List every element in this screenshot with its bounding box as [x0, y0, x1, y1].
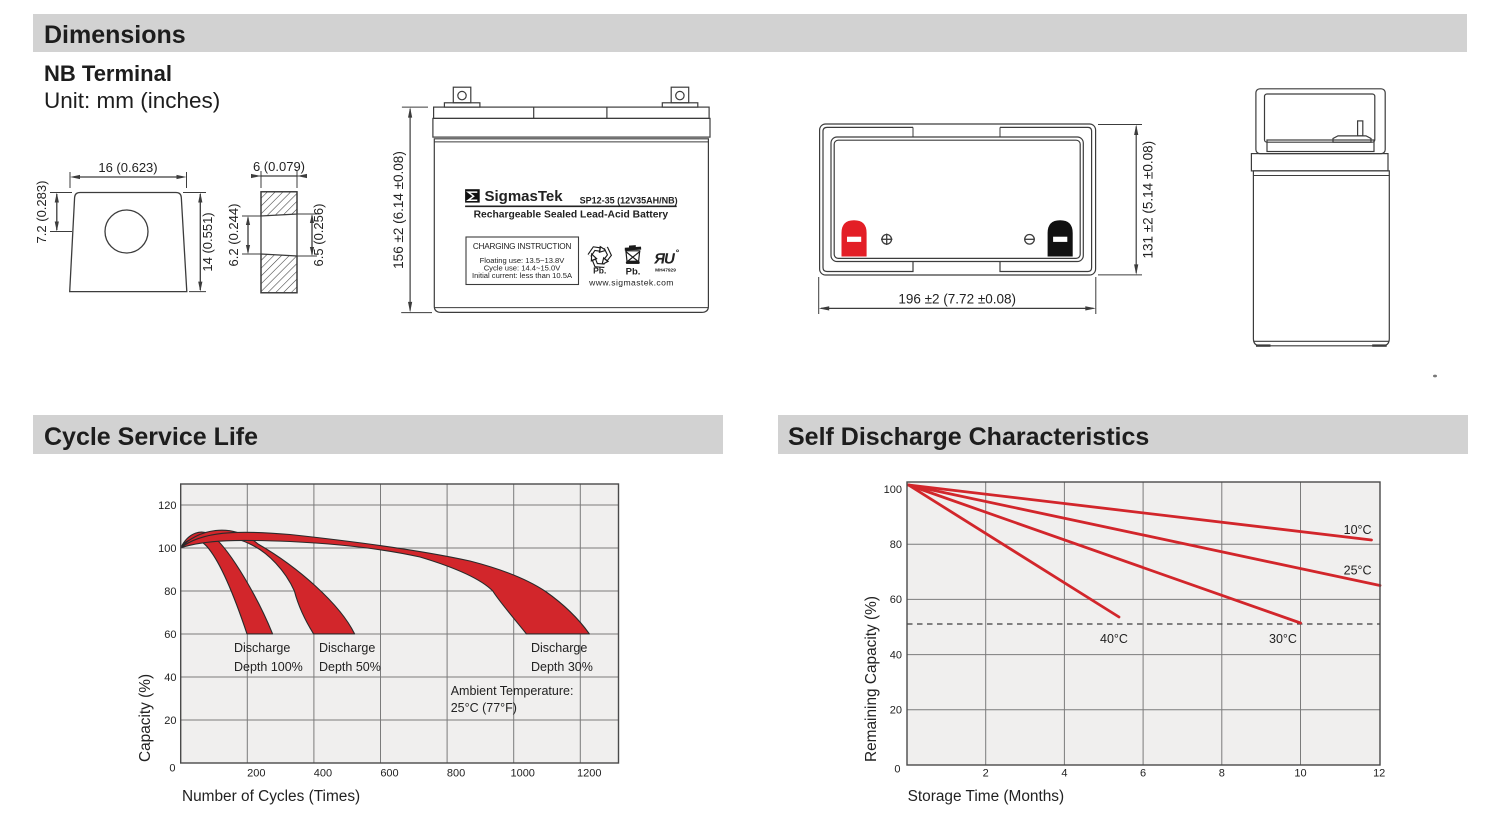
svg-text:200: 200	[247, 768, 265, 780]
svg-text:Discharge: Discharge	[234, 641, 290, 655]
svg-text:Discharge: Discharge	[531, 641, 587, 655]
svg-text:SigmasTek: SigmasTek	[485, 188, 564, 205]
svg-text:14 (0.551): 14 (0.551)	[200, 212, 215, 271]
svg-text:400: 400	[314, 768, 332, 780]
svg-text:7.2 (0.283): 7.2 (0.283)	[34, 181, 49, 244]
svg-text:6.2 (0.244): 6.2 (0.244)	[226, 204, 241, 267]
svg-text:2: 2	[983, 768, 989, 780]
svg-text:10: 10	[1294, 768, 1306, 780]
svg-text:Capacity (%): Capacity (%)	[137, 674, 154, 762]
svg-text:Pb.: Pb.	[626, 267, 641, 278]
svg-text:800: 800	[447, 768, 465, 780]
svg-text:156 ±2 (6.14 ±0.08): 156 ±2 (6.14 ±0.08)	[391, 151, 406, 269]
svg-text:Ambient Temperature:: Ambient Temperature:	[451, 684, 574, 698]
svg-text:25°C (77°F): 25°C (77°F)	[451, 701, 517, 715]
svg-text:80: 80	[164, 586, 176, 598]
svg-text:4: 4	[1061, 768, 1067, 780]
svg-text:12: 12	[1373, 768, 1385, 780]
svg-text:Discharge: Discharge	[319, 641, 375, 655]
svg-text:Depth 30%: Depth 30%	[531, 660, 593, 674]
svg-text:40: 40	[164, 672, 176, 684]
svg-text:131 ±2 (5.14 ±0.08): 131 ±2 (5.14 ±0.08)	[1141, 141, 1156, 259]
svg-text:20: 20	[164, 715, 176, 727]
svg-text:1200: 1200	[577, 768, 601, 780]
svg-text:60: 60	[890, 594, 902, 606]
svg-text:Storage Time (Months): Storage Time (Months)	[908, 788, 1065, 805]
svg-text:Depth 50%: Depth 50%	[319, 660, 381, 674]
svg-text:600: 600	[380, 768, 398, 780]
svg-text:Depth 100%: Depth 100%	[234, 660, 303, 674]
svg-text:Floating use: 13.5~13.8V: Floating use: 13.5~13.8V	[480, 256, 566, 265]
svg-text:10°C: 10°C	[1344, 523, 1372, 537]
svg-text:SP12-35 (12V35AH/NB): SP12-35 (12V35AH/NB)	[580, 196, 678, 206]
svg-text:6: 6	[1140, 768, 1146, 780]
svg-text:196 ±2 (7.72 ±0.08): 196 ±2 (7.72 ±0.08)	[898, 292, 1016, 307]
svg-text:6.5 (0.256): 6.5 (0.256)	[311, 204, 326, 267]
svg-text:Rechargeable Sealed Lead-Acid: Rechargeable Sealed Lead-Acid Battery	[474, 210, 669, 221]
svg-text:80: 80	[890, 539, 902, 551]
svg-text:Remaining Capacity (%): Remaining Capacity (%)	[863, 596, 880, 762]
svg-text:20: 20	[890, 705, 902, 717]
svg-text:16 (0.623): 16 (0.623)	[98, 160, 157, 175]
svg-text:100: 100	[158, 543, 176, 555]
svg-text:100: 100	[884, 484, 902, 496]
svg-text:30°C: 30°C	[1269, 632, 1297, 646]
svg-text:Cycle use: 14.4~15.0V: Cycle use: 14.4~15.0V	[484, 264, 562, 273]
svg-text:60: 60	[164, 629, 176, 641]
svg-text:CHARGING INSTRUCTION: CHARGING INSTRUCTION	[473, 242, 572, 251]
svg-text:0: 0	[894, 764, 900, 776]
svg-text:R: R	[653, 250, 667, 267]
svg-text:8: 8	[1219, 768, 1225, 780]
svg-text:Pb.: Pb.	[593, 266, 606, 276]
svg-text:0: 0	[169, 763, 175, 775]
svg-text:1000: 1000	[510, 768, 534, 780]
svg-text:120: 120	[158, 500, 176, 512]
svg-text:Initial current: less than 10.: Initial current: less than 10.5A	[472, 271, 573, 280]
svg-text:40: 40	[890, 649, 902, 661]
svg-text:40°C: 40°C	[1100, 632, 1128, 646]
svg-text:6 (0.079): 6 (0.079)	[253, 159, 305, 174]
svg-text:Number of Cycles (Times): Number of Cycles (Times)	[182, 788, 360, 805]
svg-text:U: U	[663, 250, 677, 267]
svg-text:www.sigmastek.com: www.sigmastek.com	[588, 278, 674, 288]
svg-text:25°C: 25°C	[1344, 564, 1372, 578]
svg-text:MH47929: MH47929	[655, 267, 676, 273]
